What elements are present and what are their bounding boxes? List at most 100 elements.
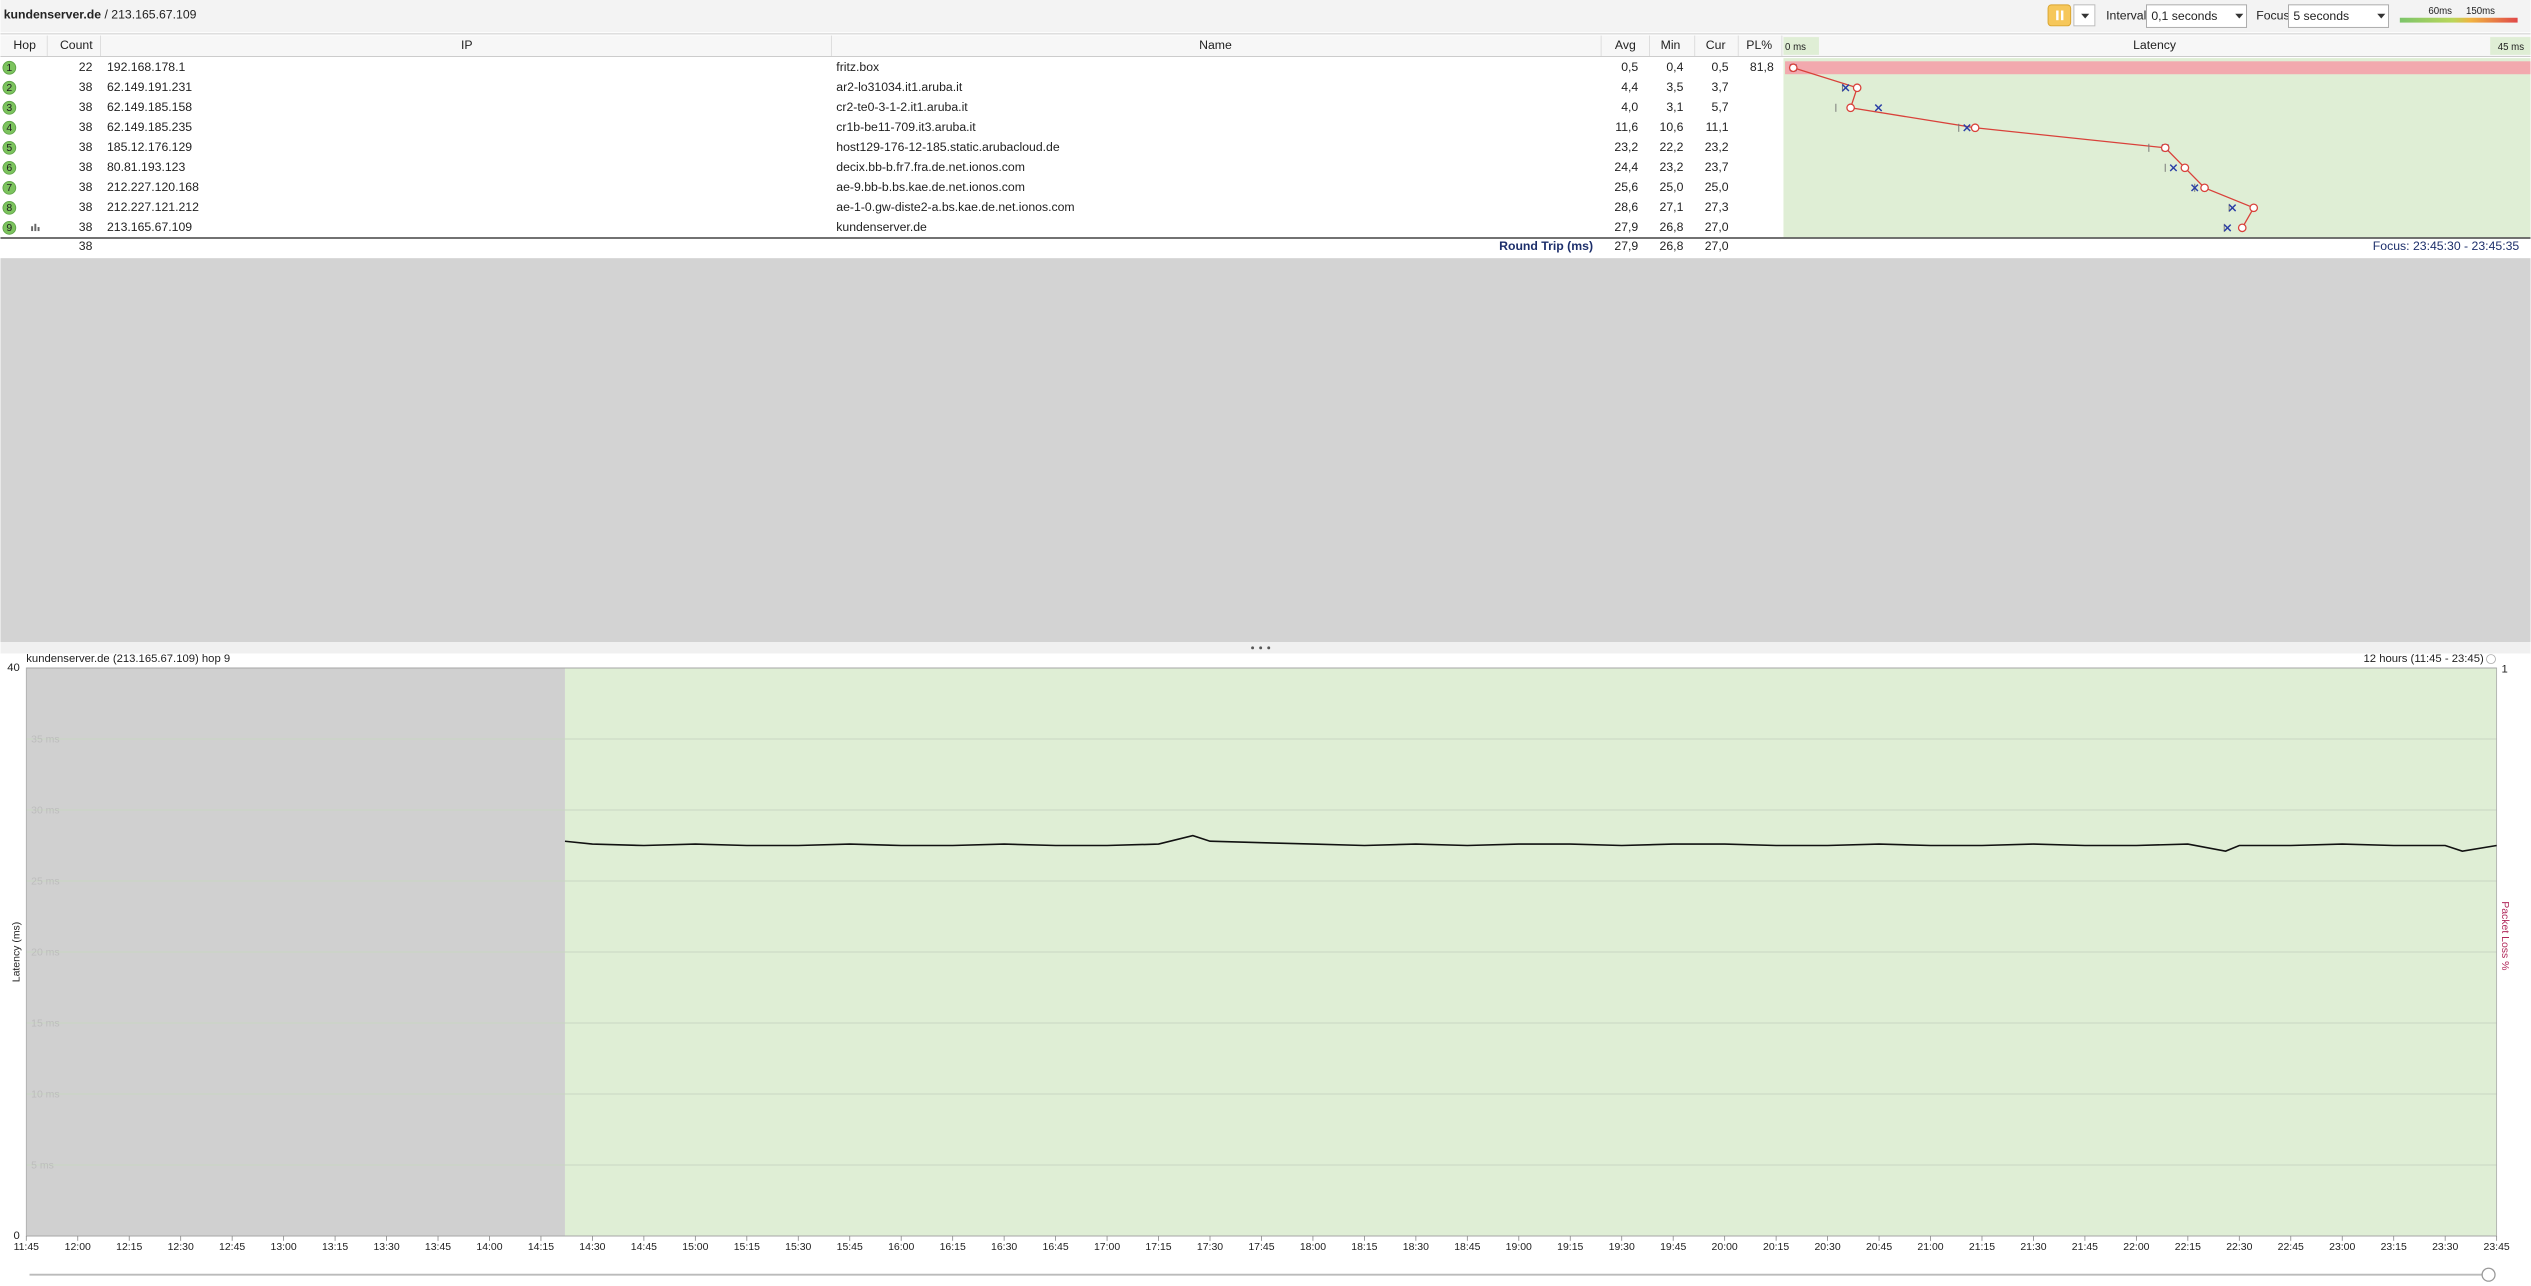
hop-icon <box>2 100 17 115</box>
ip: 185.12.176.129 <box>107 140 192 154</box>
x-tick-label: 13:00 <box>271 1242 297 1253</box>
y-grid-label: 35 ms <box>31 735 60 746</box>
range-menu[interactable] <box>2486 654 2496 665</box>
hop-icon <box>2 140 17 155</box>
x-tick-label: 17:00 <box>1094 1242 1120 1253</box>
ip: 62.149.191.231 <box>107 80 192 94</box>
y-grid-label: 5 ms <box>31 1161 54 1172</box>
latency-max-label: 45 ms <box>2498 42 2525 53</box>
x-tick-label: 13:15 <box>322 1242 348 1253</box>
cur: 23,2 <box>1705 140 1729 154</box>
x-tick-label: 22:45 <box>2278 1242 2304 1253</box>
column-header[interactable]: Latency <box>2133 38 2177 52</box>
hop-icon <box>2 80 17 95</box>
splitter-dot <box>1251 646 1255 650</box>
splitter[interactable] <box>0 642 2531 654</box>
pause-icon <box>2056 10 2059 21</box>
host-name: cr1b-be11-709.it3.aruba.it <box>836 120 976 134</box>
x-tick-label: 20:45 <box>1866 1242 1892 1253</box>
avg: 27,9 <box>1614 220 1638 234</box>
hop-number: 6 <box>6 163 12 174</box>
count: 22 <box>79 60 93 74</box>
summary-count: 38 <box>79 239 93 253</box>
x-tick-label: 15:00 <box>682 1242 708 1253</box>
x-tick-label: 16:30 <box>991 1242 1017 1253</box>
host: kundenserver.de <box>4 8 102 22</box>
min: 26,8 <box>1660 220 1684 234</box>
ip: 212.227.120.168 <box>107 180 199 194</box>
focus-range: Focus: 23:45:30 - 23:45:35 <box>2373 239 2520 253</box>
x-tick-label: 18:30 <box>1403 1242 1429 1253</box>
x-tick-label: 19:45 <box>1660 1242 1686 1253</box>
count: 38 <box>79 100 93 114</box>
x-tick-label: 21:15 <box>1969 1242 1995 1253</box>
x-tick-label: 13:45 <box>425 1242 451 1253</box>
graph-icon[interactable] <box>37 227 40 232</box>
avg-marker <box>1852 83 1862 93</box>
interval-select[interactable] <box>2146 4 2248 28</box>
count: 38 <box>79 140 93 154</box>
timeline-graph: kundenserver.de (213.165.67.109) hop 9 12… <box>7 653 2510 1253</box>
y-grid-label: 25 ms <box>31 877 60 888</box>
hop-icon <box>2 120 17 135</box>
host-name: kundenserver.de <box>836 220 927 234</box>
cur: 5,7 <box>1712 100 1729 114</box>
avg: 23,2 <box>1614 140 1638 154</box>
cur-marker <box>2223 224 2232 232</box>
x-tick-label: 20:00 <box>1712 1242 1738 1253</box>
interval-value: 0,1 seconds <box>2151 9 2217 23</box>
x-tick-label: 14:30 <box>579 1242 605 1253</box>
focus-select[interactable] <box>2288 4 2390 28</box>
count: 38 <box>79 160 93 174</box>
column-header[interactable]: Count <box>60 38 93 52</box>
column-header[interactable]: Cur <box>1706 38 1726 52</box>
y-tick-label: 40 <box>7 662 20 674</box>
x-tick-label: 11:45 <box>14 1242 40 1253</box>
y2-axis-label: Packet Loss % <box>2499 901 2510 970</box>
host-name: ae-1-0.gw-diste2-a.bs.kae.de.net.ionos.c… <box>836 200 1074 214</box>
scroll-thumb[interactable] <box>2481 1267 2496 1282</box>
graph-icon[interactable] <box>34 223 37 232</box>
avg-marker <box>1970 123 1980 133</box>
avg: 28,6 <box>1614 200 1638 214</box>
x-tick-label: 23:30 <box>2432 1242 2458 1253</box>
summary-avg: 27,9 <box>1614 239 1638 253</box>
separator: / <box>104 8 108 22</box>
hop-number: 7 <box>6 183 12 194</box>
count: 38 <box>79 200 93 214</box>
ip: 192.168.178.1 <box>107 60 186 74</box>
avg: 4,0 <box>1621 100 1638 114</box>
column-header[interactable]: IP <box>461 38 473 52</box>
graph-icon[interactable] <box>31 226 34 232</box>
pause-icon <box>2060 10 2064 21</box>
x-tick-label: 14:15 <box>528 1242 554 1253</box>
column-header[interactable]: PL% <box>1746 38 1772 52</box>
latency-head <box>1783 37 1819 55</box>
table-header <box>0 35 2531 57</box>
cur-marker <box>2169 164 2178 172</box>
latency-line <box>564 834 2497 853</box>
min: 23,2 <box>1660 160 1684 174</box>
x-tick-label: 17:30 <box>1197 1242 1223 1253</box>
x-tick-label: 16:45 <box>1043 1242 1069 1253</box>
ip: 213.165.67.109 <box>107 220 192 234</box>
y-grid-label: 10 ms <box>31 1090 60 1101</box>
column-header[interactable]: Min <box>1661 38 1681 52</box>
x-tick-label: 14:45 <box>631 1242 657 1253</box>
column-header[interactable]: Name <box>1199 38 1232 52</box>
x-tick-label: 19:15 <box>1557 1242 1583 1253</box>
host-name: ar2-lo31034.it1.aruba.it <box>836 80 963 94</box>
x-tick-label: 23:00 <box>2329 1242 2355 1253</box>
cur: 27,0 <box>1705 220 1729 234</box>
cur: 27,3 <box>1705 200 1729 214</box>
avg: 11,6 <box>1615 120 1638 134</box>
column-header[interactable]: Hop <box>13 38 36 52</box>
cur-marker <box>1874 104 1883 112</box>
hop-number: 3 <box>6 103 12 114</box>
latency-scale <box>2399 17 2518 23</box>
column-header[interactable]: Avg <box>1615 38 1636 52</box>
interval-label: Interval <box>2106 8 2146 22</box>
pause-button[interactable] <box>2047 4 2072 27</box>
latency-head <box>2490 37 2531 55</box>
